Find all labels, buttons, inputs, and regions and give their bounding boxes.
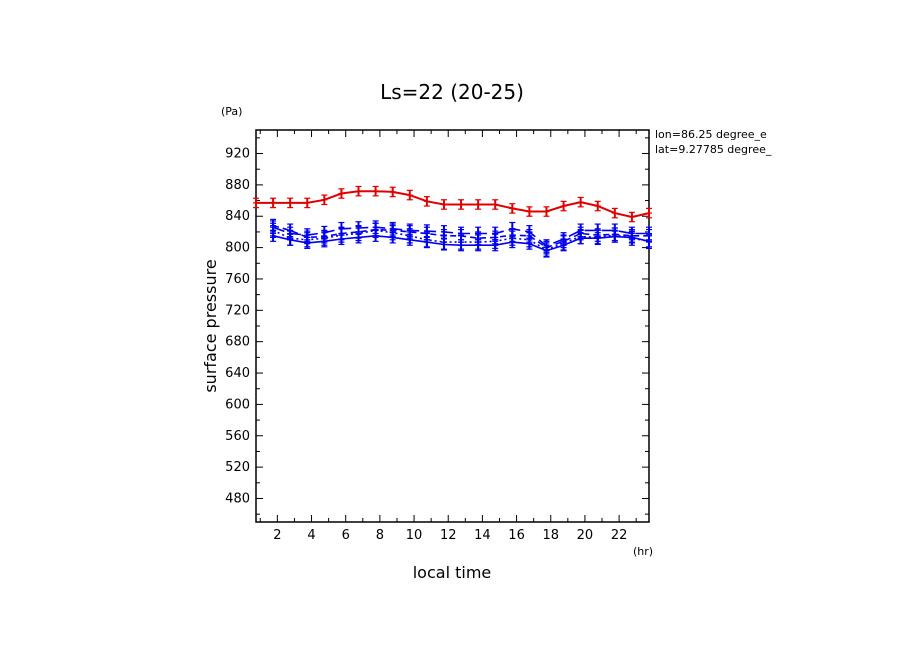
y-tick-label: 800 xyxy=(225,241,250,256)
x-axis-label: local time xyxy=(413,563,492,582)
y-tick-label: 480 xyxy=(225,491,250,506)
chart-title: Ls=22 (20-25) xyxy=(380,80,524,104)
x-tick-label: 22 xyxy=(611,528,628,543)
y-tick-label: 920 xyxy=(225,147,250,162)
y-tick-label: 760 xyxy=(225,272,250,287)
x-tick-label: 20 xyxy=(577,528,594,543)
x-tick-label: 18 xyxy=(542,528,559,543)
series-line-0 xyxy=(256,190,650,219)
y-tick-label: 600 xyxy=(225,397,250,412)
y-tick-label: 840 xyxy=(225,209,250,224)
y-tick-label: 680 xyxy=(225,335,250,350)
y-axis-label: surface pressure xyxy=(201,259,220,392)
x-tick-label: 12 xyxy=(440,528,457,543)
x-tick-label: 8 xyxy=(376,528,384,543)
y-tick-label: 880 xyxy=(225,178,250,193)
y-axis-unit: (Pa) xyxy=(221,105,242,118)
x-tick-label: 16 xyxy=(508,528,525,543)
annotation-lon: lon=86.25 degree_e xyxy=(655,128,767,141)
x-tick-label: 6 xyxy=(342,528,350,543)
annotation-lat: lat=9.27785 degree_ xyxy=(655,143,772,156)
y-tick-label: 560 xyxy=(225,429,250,444)
plot-area: 2 4 6 8 10 12 14 16 18 20 22 480 520 560 600 640 680 720 7… xyxy=(225,129,652,543)
x-tick-label: 14 xyxy=(474,528,491,543)
y-tick-label: 520 xyxy=(225,460,250,475)
y-tick-label: 640 xyxy=(225,366,250,381)
x-tick-label: 4 xyxy=(307,528,315,543)
x-tick-label: 10 xyxy=(406,528,423,543)
x-tick-label: 2 xyxy=(273,528,281,543)
y-tick-label: 720 xyxy=(225,303,250,318)
plot-frame xyxy=(255,129,650,523)
x-axis-unit: (hr) xyxy=(633,545,653,558)
